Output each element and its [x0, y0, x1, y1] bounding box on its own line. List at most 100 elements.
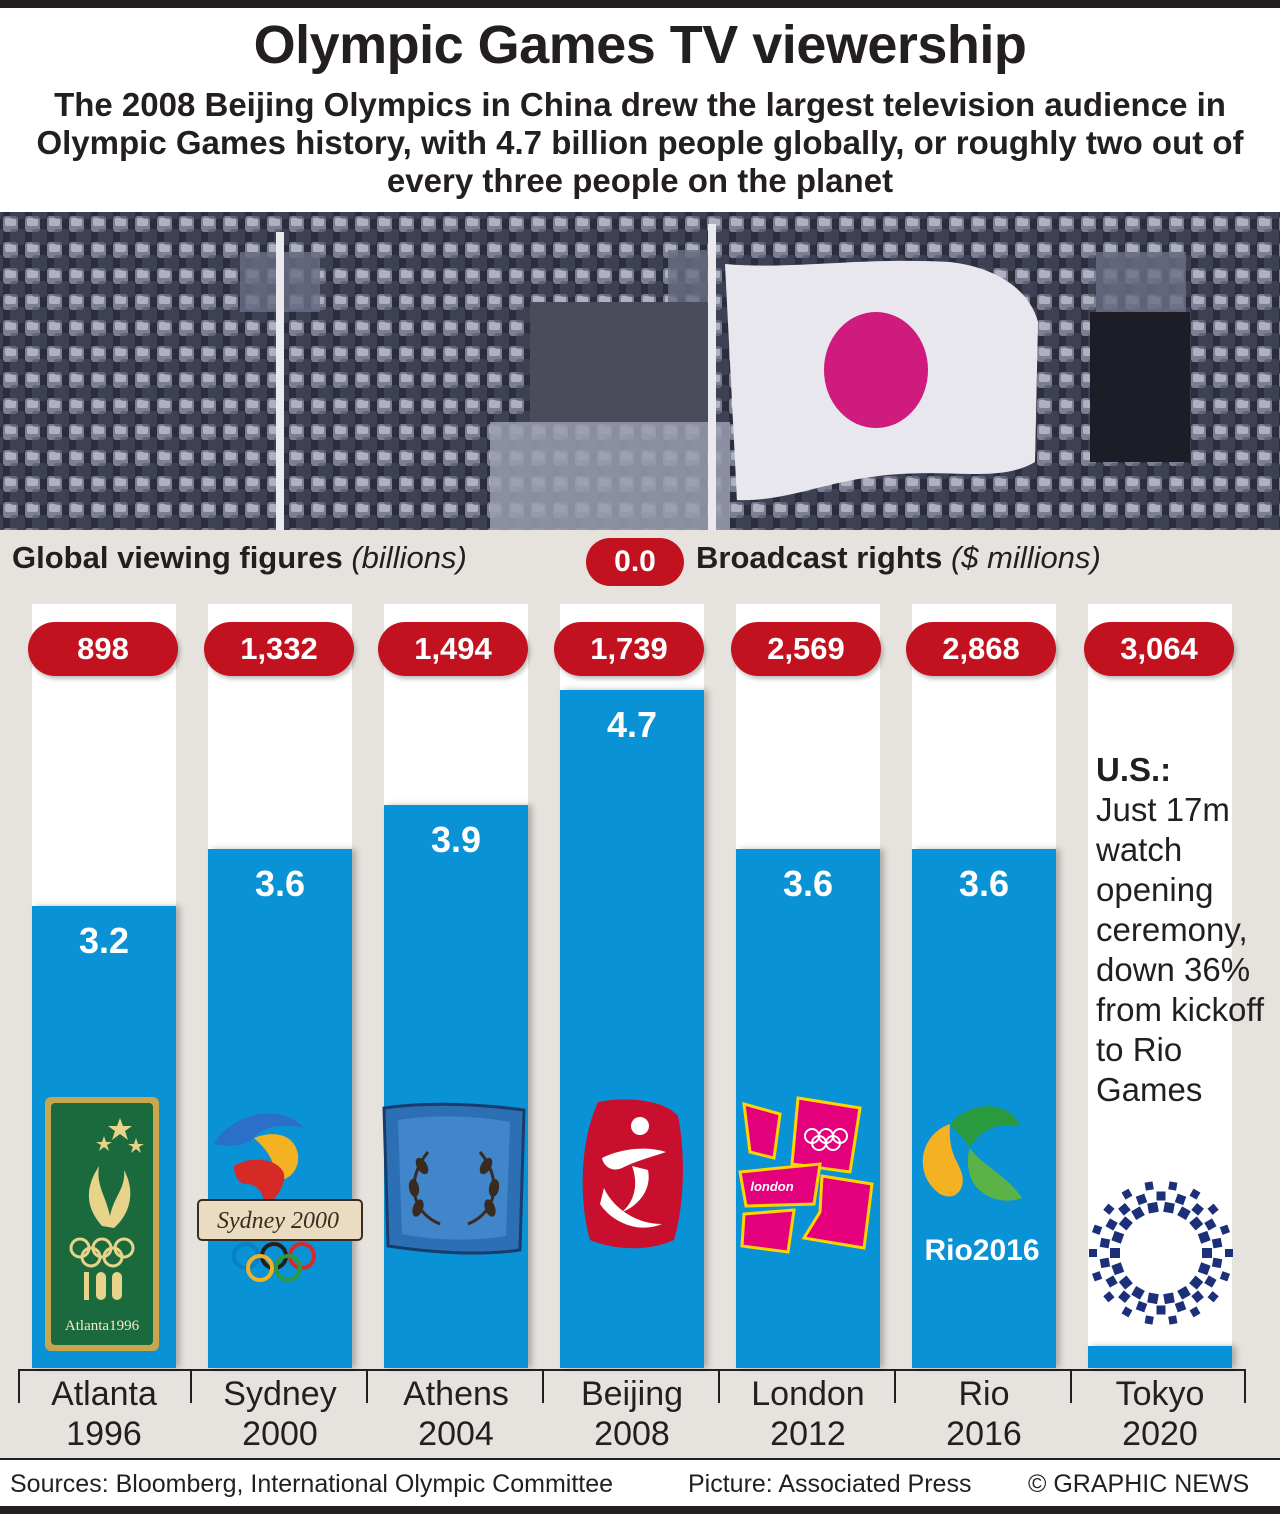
tokyo-checker-square — [1207, 1203, 1219, 1215]
rights-value-pill: 1,739 — [554, 622, 704, 676]
tokyo-checker-square — [1163, 1292, 1175, 1305]
stadium-flag-photo — [0, 212, 1280, 530]
x-tick-label-year: 2008 — [594, 1415, 670, 1453]
legend-rights-label: Broadcast rights — [696, 540, 943, 575]
tokyo-checker-square — [1118, 1290, 1131, 1304]
chart-subtitle: The 2008 Beijing Olympics in China drew … — [36, 86, 1244, 199]
legend-viewing: Global viewing figures (billions) — [12, 540, 467, 576]
x-tick-label-year: 2016 — [946, 1415, 1022, 1453]
bottom-rule — [0, 1506, 1280, 1514]
rights-value-pill: 898 — [28, 622, 178, 676]
sydney-2000-logo: Sydney 2000 — [194, 1104, 366, 1303]
viewing-value-label: 3.6 — [782, 863, 834, 904]
tokyo-checker-square — [1111, 1230, 1125, 1244]
note-heading: U.S.: — [1096, 751, 1172, 788]
viewing-bar — [1088, 1346, 1232, 1368]
rio-2016-logo: Rio2016 — [910, 1094, 1054, 1279]
tokyo-checker-square — [1131, 1285, 1145, 1300]
x-tick-label-year: 2000 — [242, 1415, 318, 1453]
viewing-bar — [384, 805, 528, 1368]
x-axis-tick — [894, 1369, 896, 1403]
tokyo-checker-square — [1189, 1188, 1201, 1200]
tokyo-checker-square — [1174, 1300, 1187, 1313]
viewing-value-label: 4.7 — [606, 704, 658, 745]
legend-viewing-unit: (billions) — [351, 540, 467, 575]
tokyo-checker-square — [1189, 1275, 1204, 1290]
rights-value-pill: 2,569 — [731, 622, 881, 676]
x-axis-line — [18, 1369, 1246, 1371]
viewing-value-label: 3.9 — [430, 819, 482, 860]
tokyo-checker-square — [1135, 1300, 1148, 1313]
tokyo-checker-square — [1189, 1306, 1201, 1318]
tokyo-checker-square — [1147, 1292, 1159, 1305]
viewing-value-label: 3.6 — [254, 863, 306, 904]
tokyo-checker-square — [1118, 1275, 1133, 1290]
tokyo-checker-square — [1131, 1206, 1145, 1221]
tokyo-checker-square — [1089, 1249, 1097, 1257]
tokyo-checker-square — [1211, 1257, 1223, 1269]
rights-value-pill: 3,064 — [1084, 622, 1234, 676]
tokyo-checker-square — [1191, 1202, 1204, 1216]
tokyo-2020-logo — [1086, 1178, 1236, 1333]
tokyo-checker-square — [1105, 1275, 1118, 1288]
viewing-value-label: 3.6 — [958, 863, 1010, 904]
footer-picture-credit: Picture: Associated Press — [688, 1470, 972, 1498]
x-axis-tick — [190, 1369, 192, 1403]
tokyo-checker-square — [1177, 1285, 1191, 1300]
x-tick-label-city: Tokyo — [1115, 1375, 1205, 1413]
tokyo-checker-square — [1219, 1224, 1231, 1235]
x-tick-label: Sydney 2000 — [192, 1374, 368, 1454]
footer-copyright: © GRAPHIC NEWS — [1028, 1470, 1250, 1498]
viewing-bar — [208, 849, 352, 1368]
tokyo-checker-square — [1189, 1216, 1204, 1231]
tokyo-checker-square — [1105, 1218, 1118, 1231]
atlanta-1996-logo: Atlanta1996 — [44, 1096, 160, 1357]
athens-2004-logo — [378, 1100, 530, 1263]
tokyo-checker-square — [1103, 1291, 1115, 1303]
x-tick-label: London 2012 — [720, 1374, 896, 1454]
tokyo-checker-square — [1156, 1191, 1166, 1201]
x-tick-label: Beijing 2008 — [544, 1374, 720, 1454]
tokyo-checker-square — [1168, 1181, 1178, 1191]
us-viewership-note: U.S.: Just 17m watch opening ceremony, d… — [1096, 750, 1276, 1110]
tokyo-checker-square — [1111, 1262, 1125, 1276]
x-axis-tick — [542, 1369, 544, 1403]
tokyo-checker-square — [1144, 1315, 1154, 1325]
x-tick-label-city: Rio — [958, 1375, 1010, 1413]
tokyo-checker-square — [1177, 1206, 1191, 1221]
atlanta-logo-text: Atlanta1996 — [65, 1318, 140, 1334]
x-axis-tick — [1070, 1369, 1072, 1403]
legend-viewing-label: Global viewing figures — [12, 540, 343, 575]
x-tick-label: Tokyo 2020 — [1072, 1374, 1248, 1454]
tokyo-checker-square — [1147, 1201, 1159, 1214]
rights-value-pill: 1,494 — [378, 622, 528, 676]
top-rule — [0, 0, 1280, 8]
x-axis-tick — [18, 1369, 20, 1403]
tokyo-checker-square — [1219, 1271, 1231, 1282]
tokyo-checker-square — [1197, 1230, 1211, 1244]
x-tick-label: Athens 2004 — [368, 1374, 544, 1454]
tokyo-checker-square — [1174, 1193, 1187, 1206]
x-tick-label: Atlanta 1996 — [16, 1374, 192, 1454]
tokyo-checker-square — [1144, 1181, 1154, 1191]
x-tick-label-year: 2012 — [770, 1415, 846, 1453]
legend-rights-unit: ($ millions) — [950, 540, 1101, 575]
x-axis-tick — [718, 1369, 720, 1403]
tokyo-checker-square — [1135, 1193, 1148, 1206]
x-axis-tick — [366, 1369, 368, 1403]
x-tick-label-city: Athens — [403, 1375, 509, 1413]
tokyo-checker-square — [1099, 1257, 1111, 1269]
legend-rights-swatch: 0.0 — [586, 538, 684, 586]
tokyo-checker-square — [1118, 1216, 1133, 1231]
beijing-2008-logo — [578, 1096, 686, 1257]
tokyo-checker-square — [1121, 1306, 1133, 1318]
viewing-bar — [560, 690, 704, 1368]
x-tick-label-year: 1996 — [66, 1415, 142, 1453]
legend-rights: Broadcast rights ($ millions) — [696, 540, 1101, 576]
tokyo-checker-square — [1225, 1249, 1233, 1257]
tokyo-checker-square — [1204, 1218, 1217, 1231]
chart-title: Olympic Games TV viewership — [253, 15, 1027, 75]
tokyo-checker-square — [1110, 1248, 1120, 1258]
footer-sources: Sources: Bloomberg, International Olympi… — [10, 1470, 614, 1498]
x-axis-tick — [1244, 1369, 1246, 1403]
